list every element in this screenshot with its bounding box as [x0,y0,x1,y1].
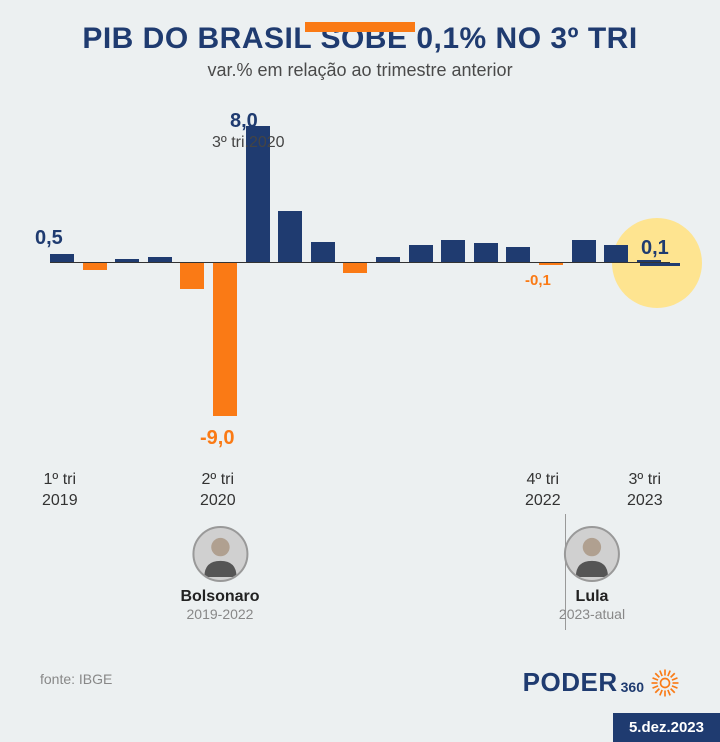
avatar-icon [564,526,620,582]
publish-date: 5.dez.2023 [613,713,720,742]
bar [180,263,204,289]
president-block: Bolsonaro2019-2022 [180,526,259,622]
source-text: fonte: IBGE [40,671,112,687]
bar [50,254,74,263]
bar [474,243,498,262]
bar [637,260,661,262]
last-value-underline [640,263,680,266]
bar [572,240,596,262]
avatar-icon [192,526,248,582]
x-axis-label: 1º tri2019 [42,470,78,512]
president-name: Bolsonaro [180,588,259,606]
bar [506,247,530,262]
bar-chart [50,262,670,512]
bar [213,263,237,416]
bar [278,211,302,262]
bar [311,242,335,262]
subtitle: var.% em relação ao trimestre anterior [0,60,720,81]
bar [539,263,563,265]
publisher-logo: PODER 360 [523,667,680,698]
sun-icon [650,668,680,698]
x-axis-label: 3º tri2023 [627,470,663,512]
bar [83,263,107,270]
logo-brand: PODER [523,667,618,698]
top-accent-bar [305,22,415,32]
president-block: Lula2023-atual [559,526,625,622]
value-label: 8,0 [230,110,258,133]
value-sublabel: 3º tri.2020 [212,134,285,152]
president-term: 2023-atual [559,606,625,622]
bar [376,257,400,262]
bar [343,263,367,273]
bar [115,259,139,262]
bar [441,240,465,262]
x-axis-label: 4º tri2022 [525,470,561,512]
x-axis-label: 2º tri2020 [200,470,236,512]
bar [148,257,172,262]
bar [409,245,433,262]
value-label: 0,5 [35,227,63,250]
logo-suffix: 360 [621,679,644,695]
value-label: -0,1 [525,272,551,289]
president-term: 2019-2022 [180,606,259,622]
value-label: -9,0 [200,427,234,450]
bar [604,245,628,262]
president-name: Lula [559,588,625,606]
value-label: 0,1 [641,237,669,260]
